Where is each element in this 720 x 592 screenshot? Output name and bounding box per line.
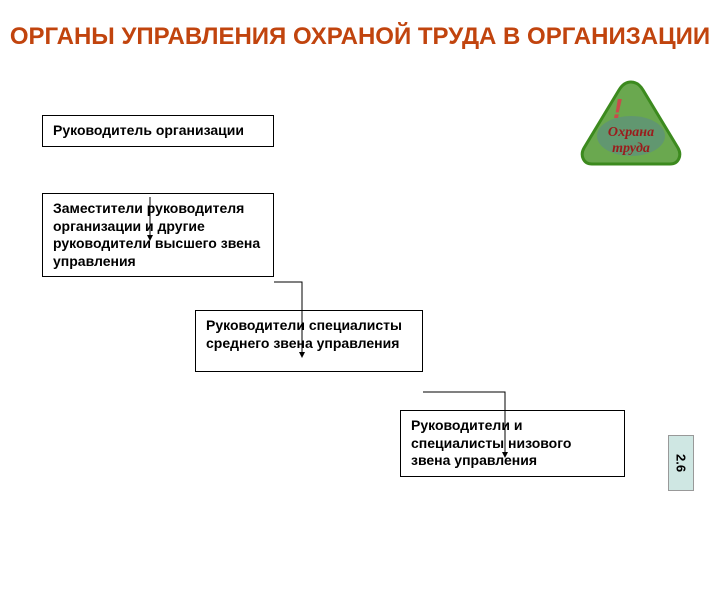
badge-line2: труда bbox=[612, 141, 650, 156]
exclamation-icon: ! bbox=[613, 93, 622, 124]
badge-line1: Охрана bbox=[608, 125, 654, 140]
page-title: ОРГАНЫ УПРАВЛЕНИЯ ОХРАНОЙ ТРУДА В ОРГАНИ… bbox=[0, 0, 720, 52]
page-number: 2.6 bbox=[668, 435, 694, 491]
page-number-text: 2.6 bbox=[674, 454, 689, 472]
connector-3 bbox=[423, 392, 505, 457]
connector-2 bbox=[274, 282, 302, 357]
title-text: ОРГАНЫ УПРАВЛЕНИЯ ОХРАНОЙ ТРУДА В ОРГАНИ… bbox=[10, 23, 710, 50]
safety-badge: ! Охрана труда bbox=[578, 78, 684, 168]
